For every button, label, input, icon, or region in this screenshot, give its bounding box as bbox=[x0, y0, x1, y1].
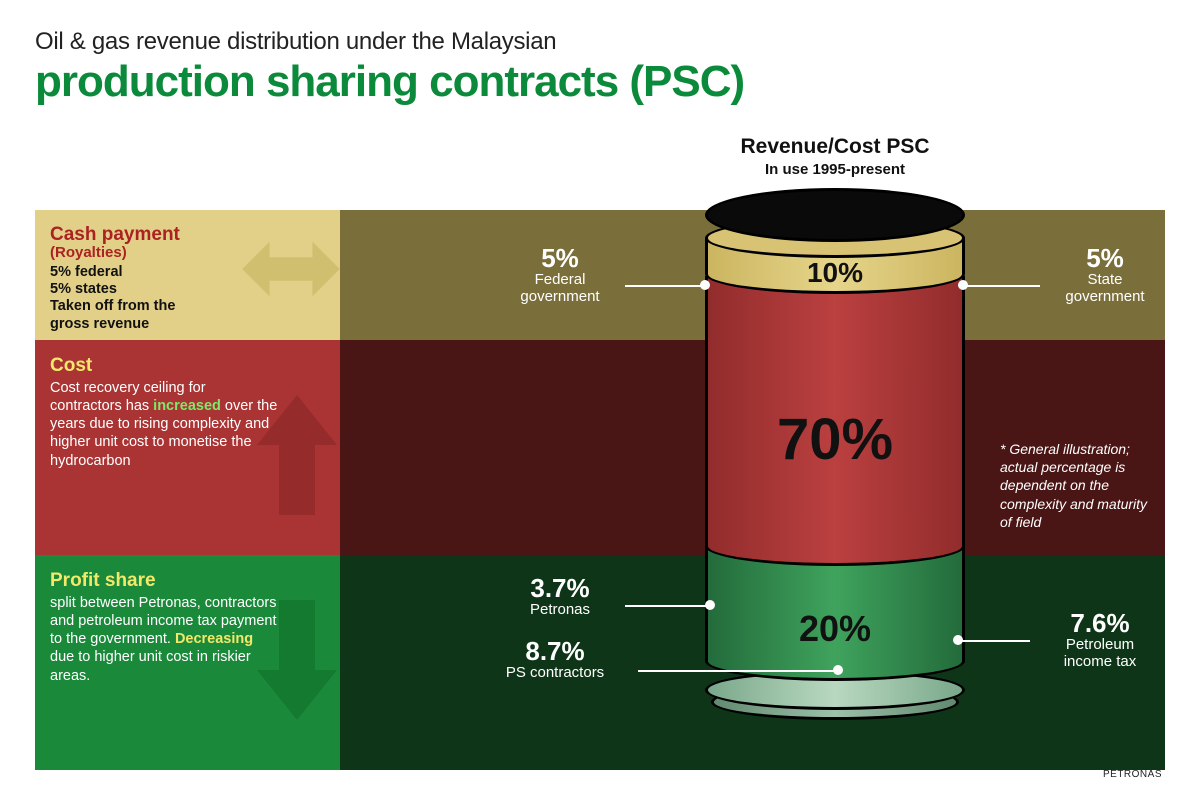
callout-state-line bbox=[965, 285, 1040, 287]
barrel-lid bbox=[705, 188, 965, 242]
barrel: 10% 70% 20% bbox=[685, 180, 985, 790]
row-cost-text: Cost recovery ceiling for contractors ha… bbox=[50, 377, 280, 470]
callout-pscontr: 8.7% PS contractors bbox=[470, 638, 640, 681]
title-line1: Oil & gas revenue distribution under the… bbox=[35, 28, 1165, 56]
infographic: Oil & gas revenue distribution under the… bbox=[0, 0, 1200, 800]
callout-state-label: State government bbox=[1040, 271, 1170, 306]
callout-pscontr-pct: 8.7% bbox=[470, 638, 640, 664]
row-profit-text-post: due to higher unit cost in riskier areas… bbox=[50, 649, 251, 683]
row-cost: Cost Cost recovery ceiling for contracto… bbox=[35, 340, 1165, 555]
callout-federal-dot bbox=[700, 280, 710, 290]
row-profit-head: Profit share bbox=[50, 570, 280, 592]
arrow-leftright-icon bbox=[242, 230, 340, 308]
callout-pit-dot bbox=[953, 635, 963, 645]
callout-federal-line bbox=[625, 285, 705, 287]
row-profit-text-hl: Decreasing bbox=[175, 631, 253, 647]
callout-state-pct: 5% bbox=[1040, 245, 1170, 271]
callout-federal-label: Federal government bbox=[495, 271, 625, 306]
callout-pit-label: Petroleum income tax bbox=[1030, 636, 1170, 671]
disclaimer: * General illustration; actual percentag… bbox=[1000, 440, 1155, 531]
row-cost-left: Cost Cost recovery ceiling for contracto… bbox=[35, 340, 340, 555]
source-label: PETRONAS bbox=[1103, 769, 1162, 780]
title-block: Oil & gas revenue distribution under the… bbox=[35, 28, 1165, 104]
barrel-title-line2: In use 1995-present bbox=[720, 161, 950, 178]
callout-state: 5% State government bbox=[1040, 245, 1170, 306]
callout-federal-pct: 5% bbox=[495, 245, 625, 271]
callout-pscontr-line bbox=[638, 670, 838, 672]
callout-state-dot bbox=[958, 280, 968, 290]
callout-petronas-label: Petronas bbox=[495, 601, 625, 618]
callout-petronas: 3.7% Petronas bbox=[495, 575, 625, 618]
callout-petronas-dot bbox=[705, 600, 715, 610]
callout-pscontr-dot bbox=[833, 665, 843, 675]
barrel-red-pct: 70% bbox=[777, 366, 893, 473]
title-line2: production sharing contracts (PSC) bbox=[35, 56, 1165, 104]
callout-petronas-pct: 3.7% bbox=[495, 575, 625, 601]
row-profit-left: Profit share split between Petronas, con… bbox=[35, 555, 340, 770]
callout-pit-line bbox=[960, 640, 1030, 642]
row-cash-left: Cash payment (Royalties) 5% federal 5% s… bbox=[35, 210, 340, 340]
callout-pscontr-label: PS contractors bbox=[470, 664, 640, 681]
barrel-seg-red: 70% bbox=[705, 276, 965, 566]
row-cost-head: Cost bbox=[50, 355, 280, 377]
callout-pit: 7.6% Petroleum income tax bbox=[1030, 610, 1170, 671]
barrel-title-line1: Revenue/Cost PSC bbox=[720, 135, 950, 159]
barrel-yellow-pct: 10% bbox=[807, 257, 863, 291]
row-profit-text: split between Petronas, contractors and … bbox=[50, 592, 280, 685]
row-cost-text-hl: increased bbox=[153, 398, 221, 414]
callout-petronas-line bbox=[625, 605, 709, 607]
barrel-title: Revenue/Cost PSC In use 1995-present bbox=[720, 135, 950, 178]
callout-pit-pct: 7.6% bbox=[1030, 610, 1170, 636]
arrow-up-icon bbox=[254, 395, 340, 515]
arrow-down-icon bbox=[254, 600, 340, 720]
callout-federal: 5% Federal government bbox=[495, 245, 625, 306]
